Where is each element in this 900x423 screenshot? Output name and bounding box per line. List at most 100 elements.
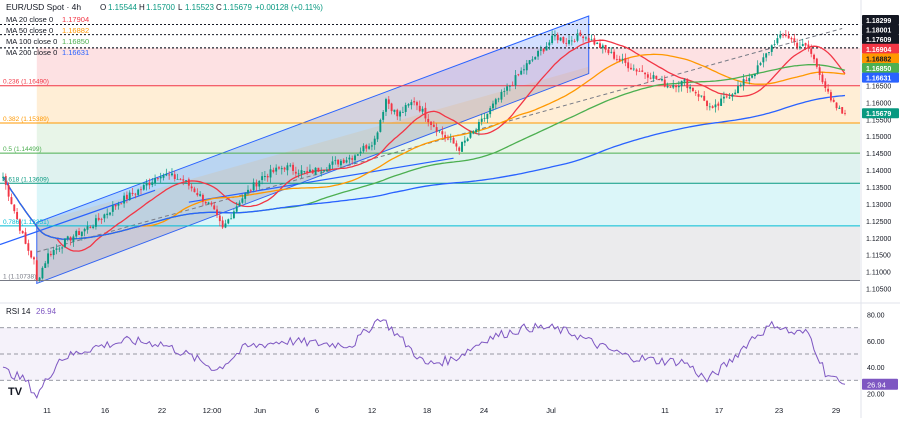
time-tick-label: 11 — [661, 406, 669, 415]
fib-band — [36, 183, 860, 226]
candle-body — [469, 132, 472, 138]
candle-body — [449, 138, 452, 140]
price-axis[interactable]: 1.180001.175001.170001.165001.160001.155… — [860, 0, 899, 418]
candle-body — [742, 79, 745, 86]
rsi-pane[interactable]: RSI 14 26.94 80.00 60.00 40.00 20.00 26.94 — [0, 302, 900, 399]
candle-body — [463, 140, 466, 143]
ohlc-o-label: O — [100, 3, 106, 12]
candle-body — [458, 147, 461, 151]
time-tick-label: 11 — [43, 406, 51, 415]
candle-body — [590, 39, 593, 41]
candle-body — [4, 176, 7, 185]
candle-body — [503, 91, 506, 92]
price-tag — [862, 24, 899, 35]
rsi-tick-label: 40.00 — [867, 365, 885, 372]
candle-body — [691, 87, 694, 92]
ma-legend-label[interactable]: MA 50 close 0 — [6, 26, 53, 35]
rsi-label[interactable]: RSI 14 — [6, 307, 31, 316]
candle-body — [176, 178, 179, 180]
candle-body — [706, 100, 708, 107]
candle-body — [537, 50, 540, 57]
candle-body — [413, 101, 416, 103]
candle-body — [334, 160, 337, 162]
candle-body — [244, 193, 247, 199]
fib-label: 0.786 (1.12351) — [3, 219, 49, 226]
price-tick-label: 1.13000 — [866, 202, 891, 209]
candle-body — [387, 99, 390, 104]
rsi-value-tag — [862, 378, 898, 390]
price-tag-text: 1.16631 — [866, 76, 891, 83]
candle-body — [47, 253, 50, 264]
time-tick-label: 16 — [101, 406, 109, 415]
symbol-title[interactable]: EUR/USD Spot · 4h — [6, 2, 81, 12]
ma-legend-value: 1.16631 — [62, 48, 89, 57]
candle-body — [269, 169, 272, 178]
price-tick-label: 1.16500 — [866, 83, 891, 90]
candle-body — [430, 121, 432, 125]
candle-body — [401, 112, 404, 113]
candle-body — [179, 178, 182, 180]
candles — [2, 29, 846, 282]
candle-body — [362, 145, 365, 152]
candle-body — [739, 84, 742, 87]
candle-body — [187, 179, 190, 186]
price-tag-text: 1.18299 — [866, 18, 891, 25]
time-axis[interactable]: 11 16 22 12:00 Jun 6 12 18 24 Jul 11 17 23 29 TV — [8, 386, 840, 415]
price-tick-label: 1.14500 — [866, 151, 891, 158]
time-tick-label: Jul — [546, 406, 556, 415]
ma-legend-label[interactable]: MA 100 close 0 — [6, 37, 57, 46]
rsi-tick-label: 20.00 — [867, 391, 885, 398]
price-tag-text: 1.16850 — [866, 66, 891, 73]
candle-body — [655, 75, 658, 79]
candle-body — [551, 35, 554, 44]
candle-body — [438, 130, 441, 132]
ma-legend-value: 1.16850 — [62, 37, 89, 46]
candle-body — [562, 36, 565, 43]
candle-body — [703, 95, 706, 101]
candle-body — [787, 35, 790, 39]
price-tick-label: 1.12000 — [866, 236, 891, 243]
candle-body — [345, 160, 348, 163]
candle-body — [759, 63, 762, 65]
candle-body — [97, 217, 100, 220]
ma-line — [2, 53, 846, 240]
candle-body — [7, 185, 10, 197]
price-tag — [862, 63, 899, 73]
candle-body — [320, 171, 323, 173]
candle-body — [424, 107, 427, 119]
candle-body — [38, 277, 41, 280]
candle-body — [520, 70, 523, 75]
candle-body — [753, 73, 756, 77]
candle-body — [218, 215, 221, 222]
candle-body — [675, 85, 677, 88]
candle-body — [407, 104, 410, 106]
candle-body — [18, 219, 21, 231]
candle-body — [69, 237, 72, 241]
ohlc-l-label: L — [178, 3, 183, 12]
candle-body — [356, 154, 359, 156]
candle-body — [500, 91, 503, 100]
candle-body — [232, 211, 235, 219]
candle-body — [114, 204, 117, 207]
fib-label: 0.382 (1.15389) — [3, 116, 49, 123]
candle-body — [418, 105, 421, 112]
candle-body — [368, 146, 371, 149]
candle-body — [455, 143, 458, 147]
candle-body — [337, 159, 340, 165]
candle-body — [165, 173, 168, 176]
ma-legend-label[interactable]: MA 20 close 0 — [6, 15, 53, 24]
candle-body — [303, 171, 306, 172]
ma-legend-label[interactable]: MA 200 close 0 — [6, 48, 57, 57]
candle-body — [621, 58, 624, 61]
price-tag — [862, 34, 899, 45]
candle-body — [829, 92, 832, 101]
candle-body — [44, 263, 47, 268]
time-tick-label: 12 — [368, 406, 376, 415]
candle-body — [72, 236, 75, 242]
candle-body — [35, 260, 38, 280]
time-tick-label: 18 — [423, 406, 431, 415]
tradingview-logo[interactable]: TV — [8, 386, 23, 398]
candle-body — [354, 155, 356, 161]
